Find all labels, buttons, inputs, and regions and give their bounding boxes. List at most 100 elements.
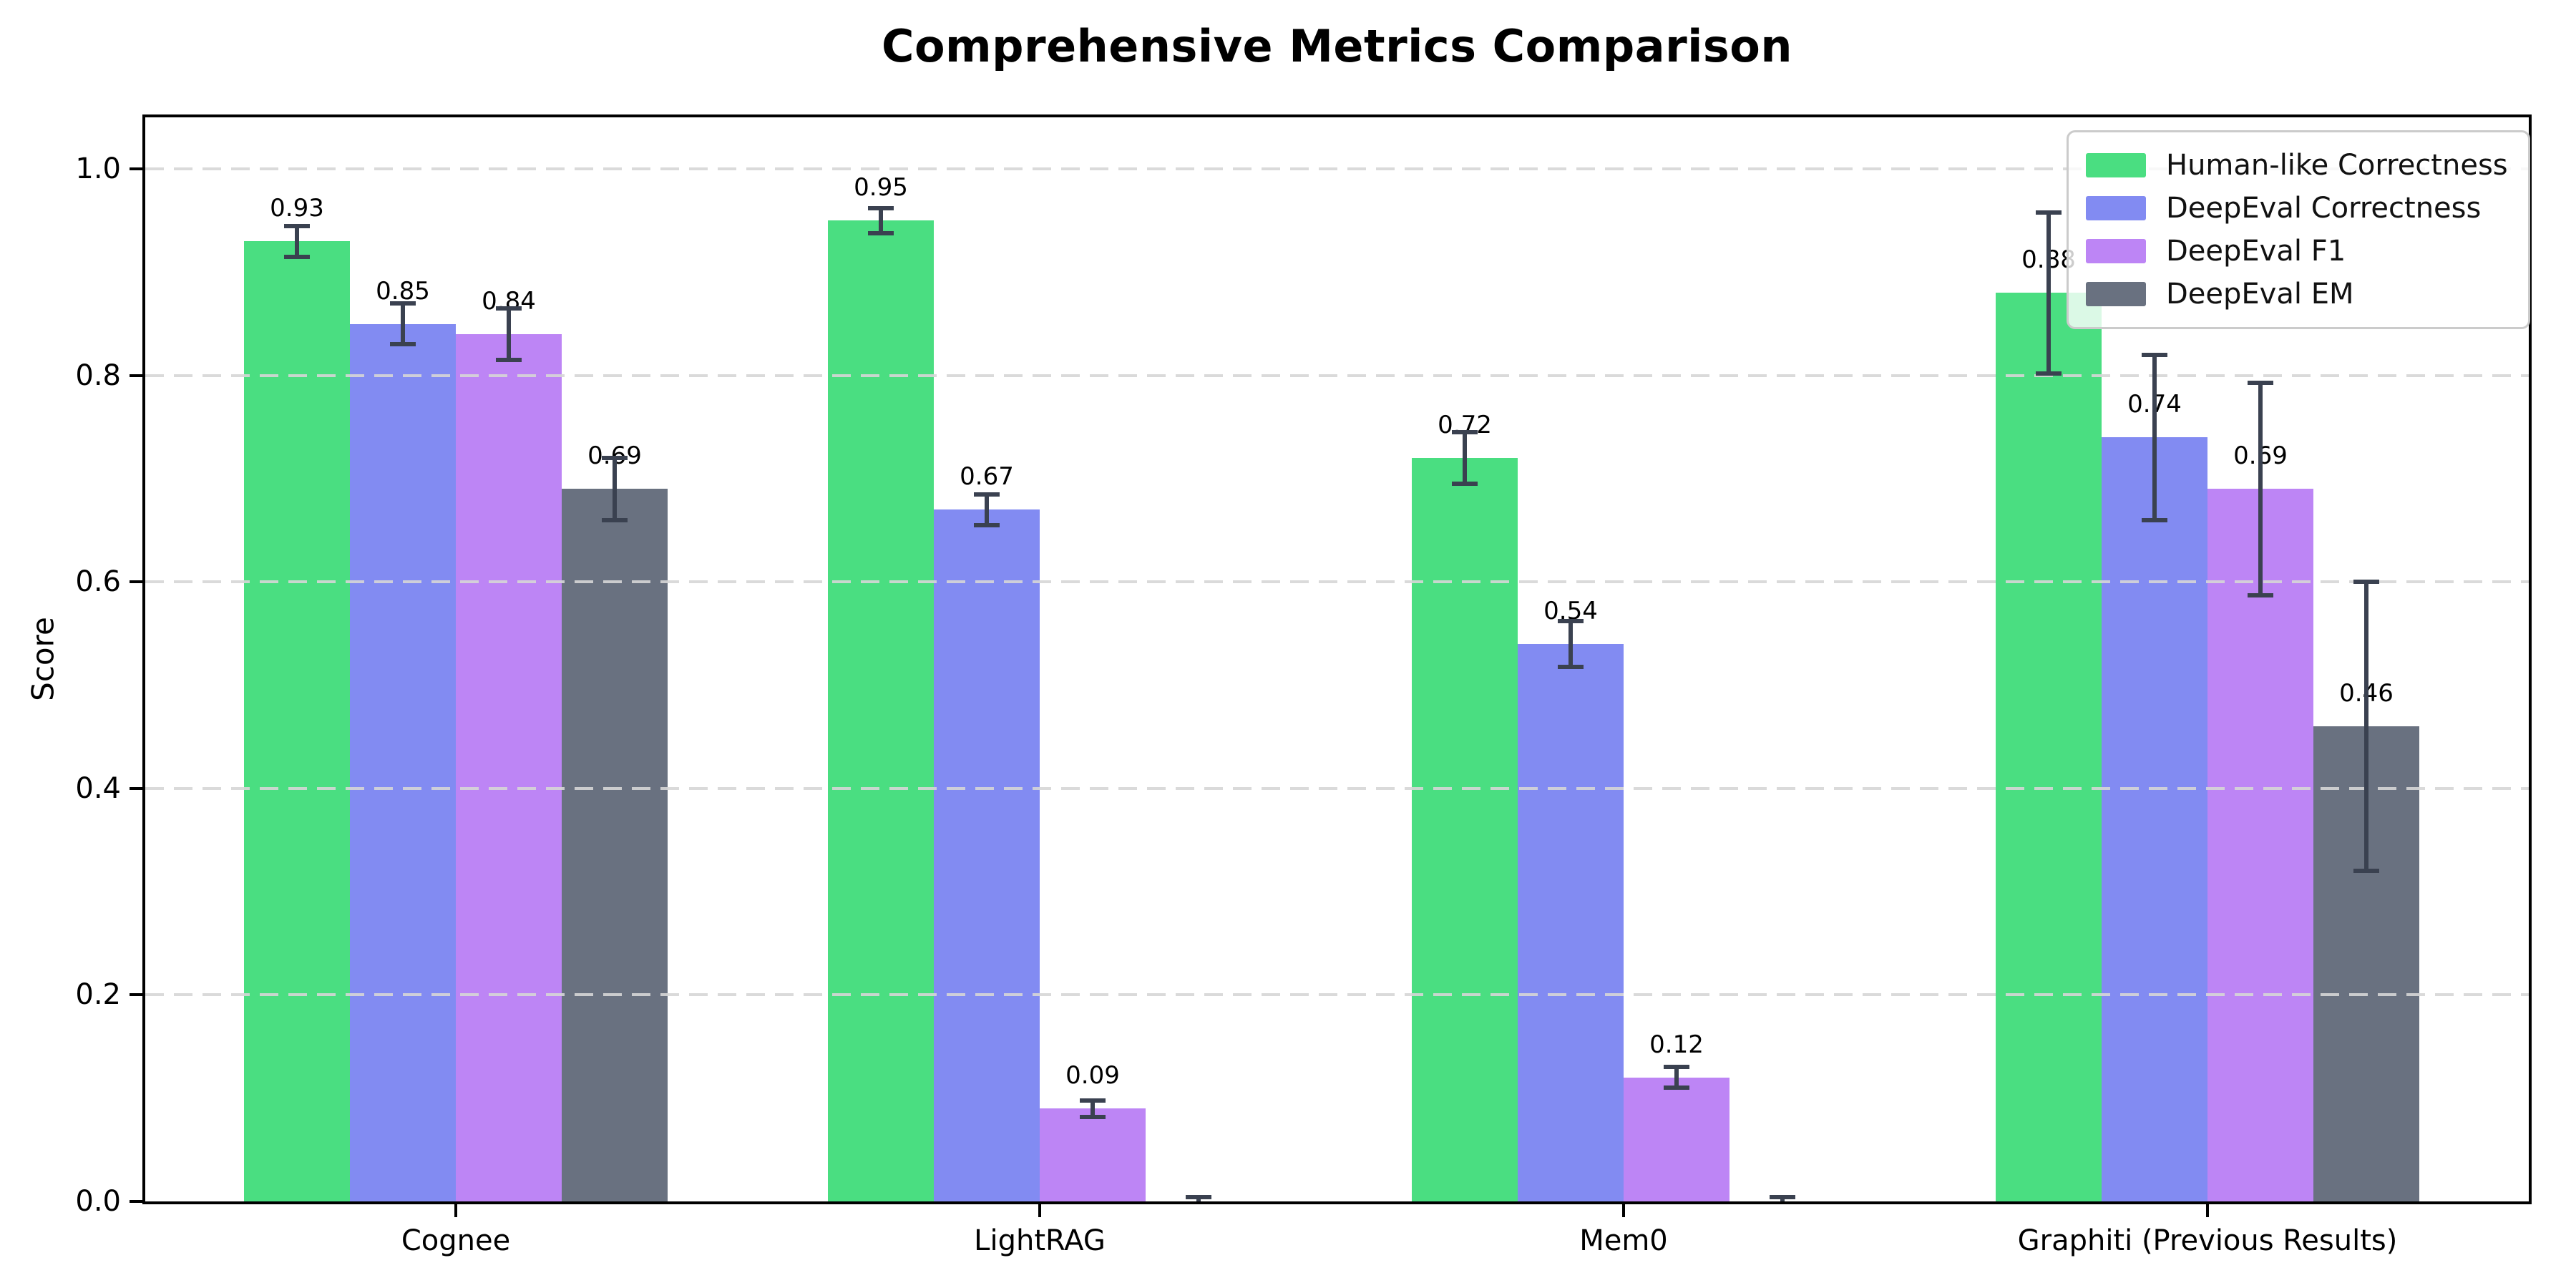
- error-bar-line: [1674, 1067, 1679, 1088]
- bar-value-label: 0.09: [1065, 1061, 1120, 1091]
- error-bar-cap-bottom: [2248, 593, 2273, 598]
- error-bar-cap-bottom: [1452, 482, 1478, 487]
- error-bar-line: [1091, 1100, 1095, 1117]
- error-bar-cap-top: [390, 301, 416, 306]
- bar-cognee-s3: [562, 489, 668, 1201]
- error-bar-line: [2152, 354, 2157, 520]
- error-bar-cap-bottom: [602, 517, 628, 522]
- error-bar-cap-top: [2353, 580, 2379, 585]
- bar-lightrag-s2: [1040, 1108, 1146, 1201]
- y-tick-label: 0.0: [75, 1185, 121, 1218]
- legend-item: DeepEval EM: [2086, 273, 2511, 316]
- error-bar-cap-top: [2142, 352, 2167, 357]
- bar-graphiti-previous-results--s1: [2102, 437, 2207, 1201]
- chart-title: Comprehensive Metrics Comparison: [881, 20, 1793, 72]
- x-tick-mark: [454, 1204, 457, 1217]
- legend-item: DeepEval Correctness: [2086, 187, 2511, 230]
- x-category-label: Mem0: [1579, 1224, 1668, 1257]
- y-tick-mark: [130, 1200, 142, 1203]
- error-bar-cap-top: [2248, 380, 2273, 385]
- error-bar-cap-top: [284, 223, 310, 228]
- error-bar-cap-top: [496, 306, 522, 311]
- legend-label: DeepEval Correctness: [2166, 192, 2482, 225]
- bar-value-label: 0.95: [854, 173, 908, 203]
- error-bar-cap-top: [602, 456, 628, 461]
- bar-cognee-s0: [244, 241, 350, 1201]
- bar-value-label: 0.85: [376, 276, 430, 306]
- bar-cognee-s2: [456, 334, 562, 1201]
- error-bar-line: [1463, 432, 1467, 484]
- error-bar-cap-top: [974, 492, 1000, 497]
- error-bar-line: [879, 208, 883, 233]
- y-tick-label: 0.4: [75, 771, 121, 805]
- bar-lightrag-s0: [828, 220, 934, 1201]
- error-bar-cap-top: [868, 205, 894, 210]
- error-bar-cap-bottom: [1664, 1085, 1689, 1091]
- x-category-label: Cognee: [401, 1224, 511, 1257]
- error-bar-cap-bottom: [1558, 664, 1584, 669]
- legend: Human-like Correctness DeepEval Correctne…: [2067, 130, 2530, 329]
- error-bar-cap-top: [2036, 210, 2062, 215]
- error-bar-cap-bottom: [974, 522, 1000, 527]
- x-tick-mark: [1038, 1204, 1041, 1217]
- error-bar-line: [401, 303, 405, 345]
- bar-cognee-s1: [350, 323, 456, 1201]
- y-tick-mark: [130, 167, 142, 171]
- y-tick-mark: [130, 580, 142, 584]
- y-tick-label: 0.2: [75, 978, 121, 1012]
- error-bar-cap-bottom: [390, 342, 416, 347]
- error-bar-line: [985, 494, 989, 525]
- y-tick-label: 0.6: [75, 565, 121, 599]
- bar-graphiti-previous-results--s0: [1996, 293, 2102, 1201]
- legend-label: DeepEval EM: [2166, 278, 2354, 311]
- bar-value-label: 0.93: [270, 194, 324, 223]
- error-bar-cap-bottom: [2036, 371, 2062, 376]
- gridline-0.4: [145, 786, 2529, 790]
- error-bar-cap-bottom: [2142, 517, 2167, 522]
- bar-value-label: 0.67: [960, 462, 1014, 492]
- x-category-label: Graphiti (Previous Results): [2017, 1224, 2398, 1257]
- legend-item: Human-like Correctness: [2086, 144, 2511, 187]
- y-tick-label: 0.8: [75, 358, 121, 392]
- bar-value-label: 0.12: [1649, 1030, 1704, 1059]
- error-bar-cap-bottom: [868, 230, 894, 235]
- error-bar-line: [2046, 212, 2051, 374]
- legend-swatch: [2086, 153, 2146, 177]
- error-bar-line: [613, 458, 617, 520]
- gridline-0.2: [145, 993, 2529, 997]
- y-axis-label: Score: [25, 617, 61, 701]
- bar-mem0-s1: [1518, 643, 1624, 1201]
- y-tick-mark: [130, 374, 142, 377]
- gridline-0.6: [145, 580, 2529, 584]
- error-bar-line: [507, 308, 511, 361]
- bar-mem0-s0: [1412, 458, 1518, 1201]
- y-tick-label: 1.0: [75, 152, 121, 186]
- legend-label: DeepEval F1: [2166, 235, 2346, 268]
- legend-swatch: [2086, 239, 2146, 263]
- x-tick-mark: [1622, 1204, 1625, 1217]
- error-bar-line: [1568, 621, 1573, 667]
- y-tick-mark: [130, 786, 142, 790]
- error-bar-cap-bottom: [496, 358, 522, 363]
- x-category-label: LightRAG: [974, 1224, 1106, 1257]
- error-bar-line: [295, 225, 299, 257]
- error-bar-cap-top: [1558, 619, 1584, 624]
- error-bar-cap-bottom: [284, 254, 310, 259]
- error-bar-cap-bottom: [2353, 869, 2379, 874]
- y-tick-mark: [130, 993, 142, 997]
- gridline-1: [145, 167, 2529, 171]
- error-bar-cap-top: [1080, 1098, 1106, 1103]
- legend-item: DeepEval F1: [2086, 230, 2511, 273]
- legend-swatch: [2086, 196, 2146, 220]
- error-bar-cap-top: [1452, 430, 1478, 435]
- error-bar-line: [2258, 382, 2263, 596]
- error-bar-cap-top: [1770, 1195, 1795, 1200]
- bar-lightrag-s1: [934, 509, 1040, 1201]
- bar-graphiti-previous-results--s2: [2207, 489, 2313, 1201]
- legend-label: Human-like Correctness: [2166, 149, 2508, 182]
- error-bar-cap-top: [1664, 1065, 1689, 1070]
- legend-swatch: [2086, 282, 2146, 306]
- bar-mem0-s2: [1624, 1077, 1729, 1201]
- x-tick-mark: [2206, 1204, 2209, 1217]
